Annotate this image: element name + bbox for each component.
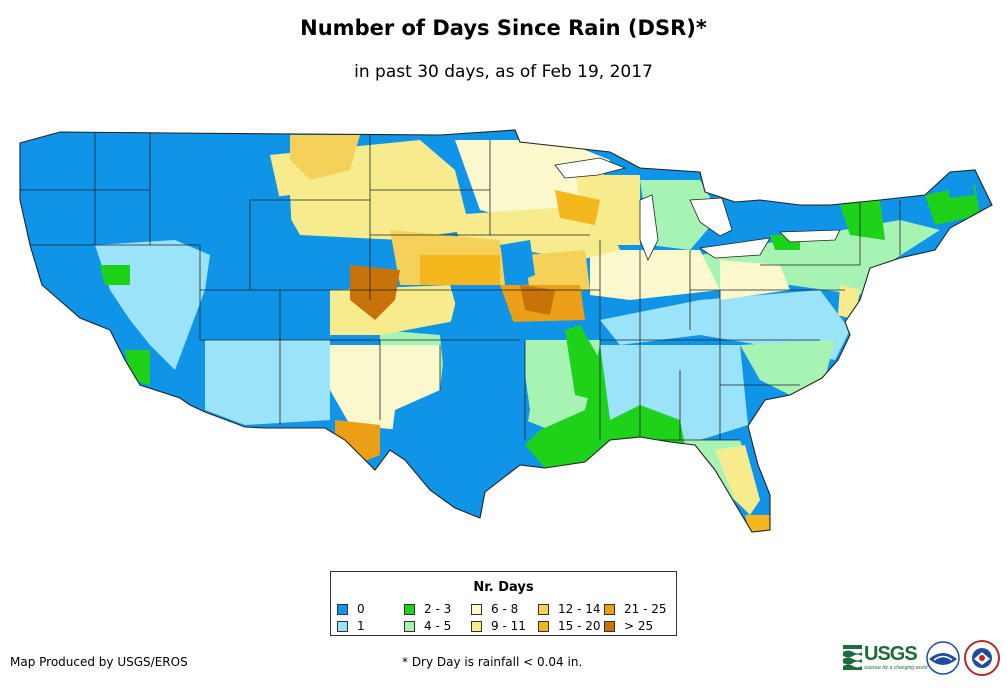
legend-swatch [404,604,415,615]
agency-logos: USGS science for a changing world [842,640,1002,680]
usgs-tagline: science for a changing world [864,665,928,671]
legend-item: 4 - 5 [404,619,451,633]
legend-title: Nr. Days [473,580,534,595]
map-subtitle: in past 30 days, as of Feb 19, 2017 [354,62,653,82]
legend-label: 21 - 25 [624,602,667,616]
legend-item: 15 - 20 [538,619,601,633]
legend-item: 2 - 3 [404,602,451,616]
legend-swatch [337,621,348,632]
dry-day-footnote: * Dry Day is rainfall < 0.04 in. [402,655,583,669]
legend-label: 9 - 11 [491,619,526,633]
legend-item: 0 [337,602,365,616]
legend-swatch [471,621,482,632]
legend-label: 6 - 8 [491,602,519,616]
nws-logo-icon [964,640,1000,676]
legend-label: 0 [357,602,365,616]
legend-label: 2 - 3 [424,602,452,616]
legend-label: 12 - 14 [558,602,601,616]
legend-swatch [604,621,615,632]
legend-item: 9 - 11 [471,619,526,633]
legend-label: > 25 [624,619,654,633]
legend-label: 15 - 20 [558,619,601,633]
legend-swatch [337,604,348,615]
legend-label: 1 [357,619,365,633]
legend-swatch [604,604,615,615]
legend-item: 6 - 8 [471,602,518,616]
map-title: Number of Days Since Rain (DSR)* [300,16,707,40]
legend-swatch [404,621,415,632]
legend-swatch [538,621,549,632]
legend-item: 12 - 14 [538,602,601,616]
map-credit: Map Produced by USGS/EROS [10,655,188,669]
legend-label: 4 - 5 [424,619,452,633]
legend-swatch [538,604,549,615]
legend-item: 1 [337,619,365,633]
legend-item: 21 - 25 [604,602,667,616]
noaa-logo-icon [926,641,960,675]
legend-swatch [471,604,482,615]
legend-item: > 25 [604,619,653,633]
legend: Nr. Days 0 1 2 - 3 4 - 5 6 - 8 9 - 11 12… [330,571,677,636]
usgs-logo-text: USGS [864,643,918,665]
usgs-wave-icon [843,645,862,670]
